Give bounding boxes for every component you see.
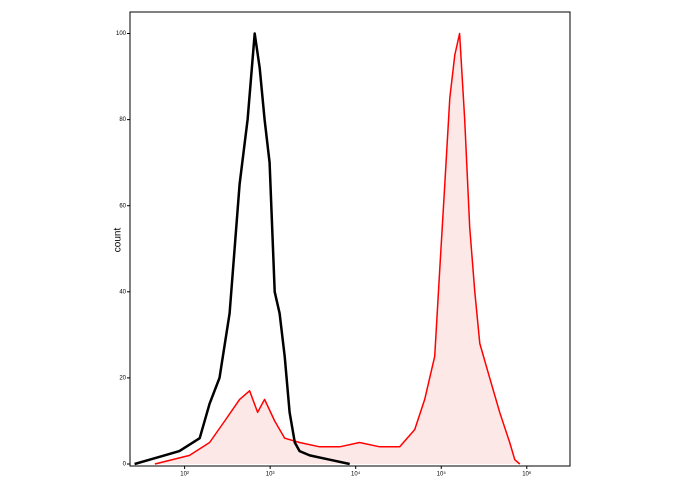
y-tick-label: 100	[116, 31, 127, 37]
area	[154, 33, 520, 464]
line	[154, 32, 521, 465]
x-tick-label: 10⁴	[351, 471, 361, 478]
y-tick-label: 40	[119, 289, 126, 295]
x-tick-label: 10³	[266, 472, 275, 478]
line	[134, 32, 350, 466]
y-tick-label: 60	[119, 203, 126, 209]
y-tick-label: 0	[123, 462, 127, 468]
y-tick-label: 20	[119, 375, 126, 381]
x-tick-label: 10⁶	[522, 471, 532, 478]
y-axis-label: count	[113, 228, 124, 253]
y-tick-label: 80	[119, 117, 126, 123]
plot-frame	[129, 11, 571, 467]
x-tick-label: 10²	[180, 472, 189, 478]
x-tick-label: 10⁵	[437, 471, 447, 478]
